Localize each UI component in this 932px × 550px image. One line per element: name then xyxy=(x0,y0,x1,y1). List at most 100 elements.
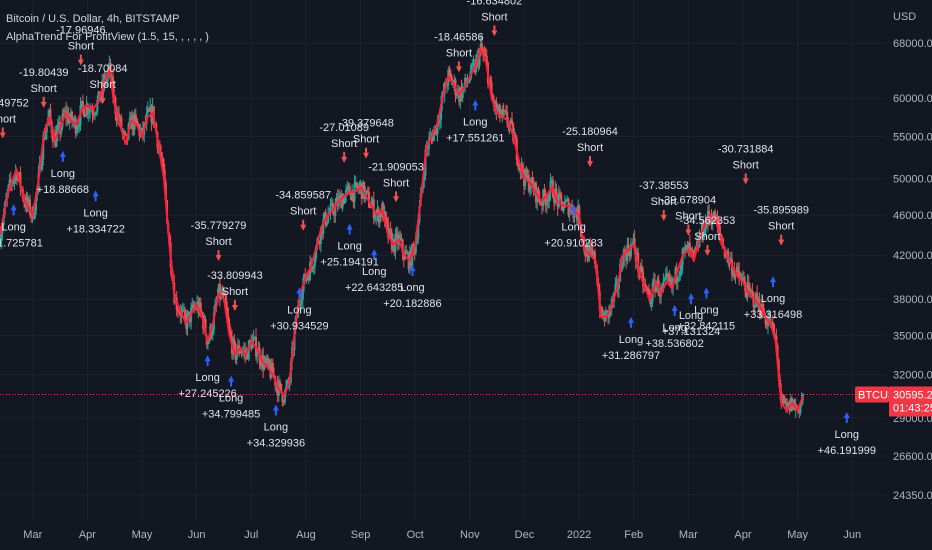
candle-body xyxy=(518,165,521,167)
candle-body xyxy=(741,277,744,279)
long-signal[interactable]: Long +30.934529 xyxy=(270,287,329,332)
long-signal[interactable]: Long +21.725781 xyxy=(0,204,43,249)
long-signal[interactable]: Long +27.245226 xyxy=(178,355,237,400)
signal-type: Long xyxy=(619,334,643,346)
candle-body xyxy=(530,177,533,188)
short-arrow-icon xyxy=(742,173,749,185)
signal-value: +32.842115 xyxy=(678,320,736,332)
candle-body xyxy=(684,248,687,250)
short-signal[interactable]: -35.895989 Short xyxy=(753,205,809,246)
indicator-title[interactable]: AlphaTrend For ProfitView (1.5, 15, , , … xyxy=(6,31,209,43)
candle-body xyxy=(41,159,44,170)
signal-type: Long xyxy=(195,372,219,384)
x-tick-label: Jun xyxy=(188,529,206,541)
candle-body xyxy=(459,87,462,102)
candle-body xyxy=(192,304,195,309)
long-signal[interactable]: Long +22.643285 xyxy=(345,249,403,294)
candle-body xyxy=(555,188,558,197)
short-signal[interactable]: 23.649752 Short xyxy=(0,97,29,139)
x-tick-label: Oct xyxy=(407,529,424,541)
long-signal[interactable]: Long +25.194191 xyxy=(320,223,379,269)
candle-body xyxy=(467,81,470,83)
candle-body xyxy=(708,211,711,219)
long-signal[interactable]: Long +18.334722 xyxy=(66,190,125,235)
short-signal[interactable]: -21.909053 Short xyxy=(368,161,424,203)
long-signal[interactable]: Long +34.799485 xyxy=(202,375,260,421)
price-axis[interactable]: 24350.0026600.0029000.0032000.0035000.00… xyxy=(893,38,932,502)
short-signal[interactable]: -39.379648 Short xyxy=(338,118,394,159)
candle-body xyxy=(334,203,337,216)
short-signal[interactable]: -34.859587 Short xyxy=(275,190,331,231)
long-signal[interactable]: Long +31.286797 xyxy=(602,316,660,362)
signal-type: Short xyxy=(290,206,316,218)
short-signal[interactable]: -35.779279 Short xyxy=(191,220,247,262)
short-signal[interactable]: -16.634802 Short xyxy=(467,0,523,37)
long-signal[interactable]: Long +17.551261 xyxy=(446,99,504,145)
candle-body xyxy=(27,199,30,206)
short-signal[interactable]: -39.678904 Short xyxy=(660,195,716,236)
candle-body xyxy=(252,337,255,341)
candle-body xyxy=(351,190,354,201)
signal-type: Short xyxy=(694,231,720,243)
candle-body xyxy=(270,363,273,378)
short-signal[interactable]: -33.809943 Short xyxy=(207,270,263,311)
signal-type: Long xyxy=(679,310,703,322)
short-signal[interactable]: -37.38553 Short xyxy=(639,180,689,222)
candle-body xyxy=(242,349,245,351)
short-arrow-icon xyxy=(99,93,106,105)
candle-body xyxy=(589,246,592,248)
candle-body xyxy=(226,307,229,316)
candle-body xyxy=(83,106,86,118)
short-signal[interactable]: -18.70084 Short xyxy=(78,63,128,105)
short-signal[interactable]: -19.80439 Short xyxy=(19,67,69,108)
candle-body xyxy=(385,218,388,224)
long-signal[interactable]: Long +18.88668 xyxy=(37,150,89,196)
candle-body xyxy=(742,277,745,283)
long-signal[interactable]: Long+37.131324 xyxy=(662,293,720,338)
candle-body xyxy=(412,244,415,247)
candle-body xyxy=(111,76,114,97)
candle-body xyxy=(208,338,211,343)
long-signal[interactable]: Long+32.842115 xyxy=(678,287,736,332)
candle-body xyxy=(134,114,137,119)
symbol-title[interactable]: Bitcoin / U.S. Dollar, 4h, BITSTAMP xyxy=(6,13,180,25)
long-signal[interactable]: Long +46.191999 xyxy=(818,412,876,457)
short-signal[interactable]: -27.01089 Short xyxy=(319,122,369,163)
candle-body xyxy=(240,351,243,353)
candle-body xyxy=(733,269,736,277)
candle-body xyxy=(455,94,458,96)
short-signal[interactable]: -25.180964 Short xyxy=(562,126,618,168)
bar-countdown: 01:43:25 xyxy=(893,402,932,414)
candle-body xyxy=(431,135,434,141)
short-arrow-icon xyxy=(300,219,307,231)
long-signal[interactable]: Long +20.182886 xyxy=(383,265,442,310)
candle-body xyxy=(669,278,672,282)
candle-body xyxy=(73,118,76,122)
long-signal[interactable]: Long +33.316498 xyxy=(744,276,802,321)
candle-body xyxy=(12,181,15,184)
signal-value: +21.725781 xyxy=(0,237,43,249)
short-arrow-icon xyxy=(685,224,692,236)
candle-body xyxy=(559,192,562,195)
short-signal[interactable]: -30.731884 Short xyxy=(718,143,774,185)
candle-body xyxy=(405,251,408,254)
signal-type: Short xyxy=(733,159,759,171)
short-signal[interactable]: -17.96946 Short xyxy=(56,25,106,66)
time-axis[interactable]: Mar Apr May Jun Jul Aug Sep Oct Nov Dec 2022 Feb Mar… xyxy=(23,529,861,541)
candle-body xyxy=(507,122,510,127)
short-signal[interactable]: -34.562353 Short xyxy=(680,215,736,256)
long-signal[interactable]: Long +38.536802 xyxy=(645,304,704,350)
candle-body xyxy=(80,100,83,106)
candle-body xyxy=(387,223,390,238)
long-signal[interactable]: Long +20.910283 xyxy=(544,204,603,249)
candle-body xyxy=(687,242,690,253)
candle-body xyxy=(90,108,93,111)
signal-value: +34.329936 xyxy=(247,438,305,450)
candle-body xyxy=(74,118,77,134)
candle-body xyxy=(345,189,348,196)
candle-body xyxy=(248,340,251,342)
currency-label: USD xyxy=(893,11,916,23)
long-signal[interactable]: Long +34.329936 xyxy=(247,404,305,450)
short-signal[interactable]: -18.46586 Short xyxy=(434,31,484,73)
